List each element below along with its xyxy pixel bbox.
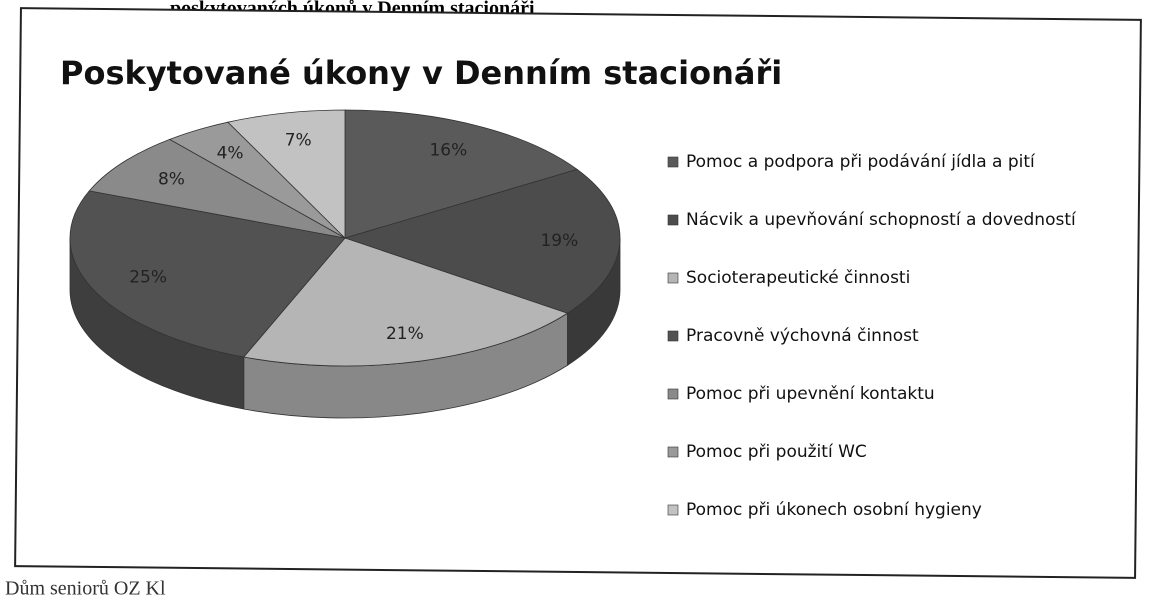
legend-swatch	[667, 156, 679, 168]
data-label: 25%	[129, 268, 167, 288]
pie-slice	[88, 138, 346, 239]
legend-swatch	[667, 388, 679, 400]
data-label: 7%	[285, 131, 312, 151]
pie-slice	[69, 190, 346, 358]
pie: 16% 19% 21% 25% 8% 4% 7%	[69, 109, 621, 419]
legend-label: Pomoc a podpora při podávání jídla a pit…	[686, 152, 1036, 172]
pie-slice	[343, 168, 621, 314]
legend: Pomoc a podpora při podávání jídla a pit…	[667, 152, 1077, 520]
legend-swatch	[667, 504, 679, 516]
legend-label: Pomoc při úkonech osobní hygieny	[686, 500, 982, 520]
data-label: 21%	[386, 324, 424, 344]
data-label: 4%	[217, 144, 244, 164]
pie-slice	[243, 237, 569, 367]
legend-swatch	[667, 446, 679, 458]
pie-slice	[344, 109, 579, 239]
legend-swatch	[667, 272, 679, 284]
legend-label: Pomoc při upevnění kontaktu	[686, 384, 935, 404]
legend-label: Pracovně výchovná činnost	[686, 326, 919, 346]
legend-label: Pomoc při použití WC	[686, 442, 867, 462]
data-label: 8%	[158, 169, 185, 189]
footer: Dům seniorů OZ Kl	[5, 578, 166, 597]
data-label: 16%	[429, 141, 467, 161]
data-label: 19%	[540, 231, 578, 251]
pie-slice	[227, 109, 346, 239]
legend-swatch	[667, 330, 679, 342]
legend-label: Nácvik a upevňování schopností a dovedno…	[686, 210, 1077, 230]
chart-title: Poskytované úkony v Denním stacionáři	[60, 54, 782, 92]
legend-swatch	[667, 214, 679, 226]
legend-label: Socioterapeutické činnosti	[686, 268, 910, 288]
